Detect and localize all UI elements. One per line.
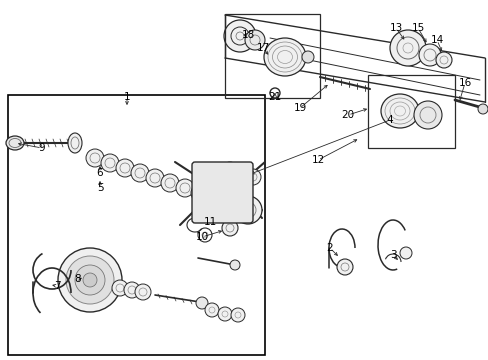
Text: 19: 19 xyxy=(293,103,306,113)
Text: 5: 5 xyxy=(97,183,103,193)
Ellipse shape xyxy=(264,38,305,76)
Circle shape xyxy=(83,273,97,287)
Circle shape xyxy=(101,154,119,172)
Text: 11: 11 xyxy=(203,217,216,227)
Circle shape xyxy=(191,184,208,202)
Circle shape xyxy=(302,51,313,63)
Circle shape xyxy=(389,30,425,66)
Text: 14: 14 xyxy=(429,35,443,45)
Text: 2: 2 xyxy=(326,243,333,253)
Circle shape xyxy=(336,259,352,275)
Circle shape xyxy=(222,162,238,178)
FancyBboxPatch shape xyxy=(192,162,252,223)
Text: 16: 16 xyxy=(457,78,470,88)
Text: 10: 10 xyxy=(195,232,208,242)
Circle shape xyxy=(86,149,104,167)
Text: 12: 12 xyxy=(311,155,324,165)
Circle shape xyxy=(229,260,240,270)
Circle shape xyxy=(112,280,128,296)
Circle shape xyxy=(203,174,240,210)
Circle shape xyxy=(176,179,194,197)
Circle shape xyxy=(116,159,134,177)
Circle shape xyxy=(58,248,122,312)
Bar xyxy=(224,14,319,98)
Circle shape xyxy=(205,188,224,206)
Circle shape xyxy=(244,30,264,50)
Circle shape xyxy=(135,284,151,300)
Circle shape xyxy=(435,52,451,68)
Circle shape xyxy=(124,282,140,298)
Circle shape xyxy=(413,101,441,129)
Circle shape xyxy=(244,207,250,213)
Circle shape xyxy=(234,196,262,224)
Circle shape xyxy=(75,265,105,295)
Circle shape xyxy=(222,220,238,236)
Bar xyxy=(8,95,264,355)
Text: 18: 18 xyxy=(241,30,254,40)
Circle shape xyxy=(146,169,163,187)
Bar xyxy=(367,75,454,148)
Circle shape xyxy=(218,307,231,321)
Text: 6: 6 xyxy=(97,168,103,178)
Circle shape xyxy=(224,20,256,52)
Circle shape xyxy=(66,256,114,304)
Text: 7: 7 xyxy=(54,281,60,291)
Circle shape xyxy=(477,104,487,114)
Circle shape xyxy=(161,174,179,192)
Circle shape xyxy=(399,247,411,259)
Circle shape xyxy=(230,308,244,322)
Text: 9: 9 xyxy=(39,143,45,153)
Text: 21: 21 xyxy=(268,92,281,102)
Text: 4: 4 xyxy=(386,115,392,125)
Ellipse shape xyxy=(380,94,418,128)
Text: 15: 15 xyxy=(410,23,424,33)
Circle shape xyxy=(244,169,261,185)
Text: 3: 3 xyxy=(389,250,395,260)
Circle shape xyxy=(234,166,249,182)
Text: 13: 13 xyxy=(388,23,402,33)
Ellipse shape xyxy=(6,136,24,150)
Text: 8: 8 xyxy=(75,274,81,284)
Circle shape xyxy=(131,164,149,182)
Circle shape xyxy=(196,297,207,309)
Text: 17: 17 xyxy=(256,43,269,53)
Circle shape xyxy=(204,303,219,317)
Text: 20: 20 xyxy=(341,110,354,120)
Text: 1: 1 xyxy=(123,92,130,102)
Ellipse shape xyxy=(68,133,82,153)
Circle shape xyxy=(418,44,440,66)
